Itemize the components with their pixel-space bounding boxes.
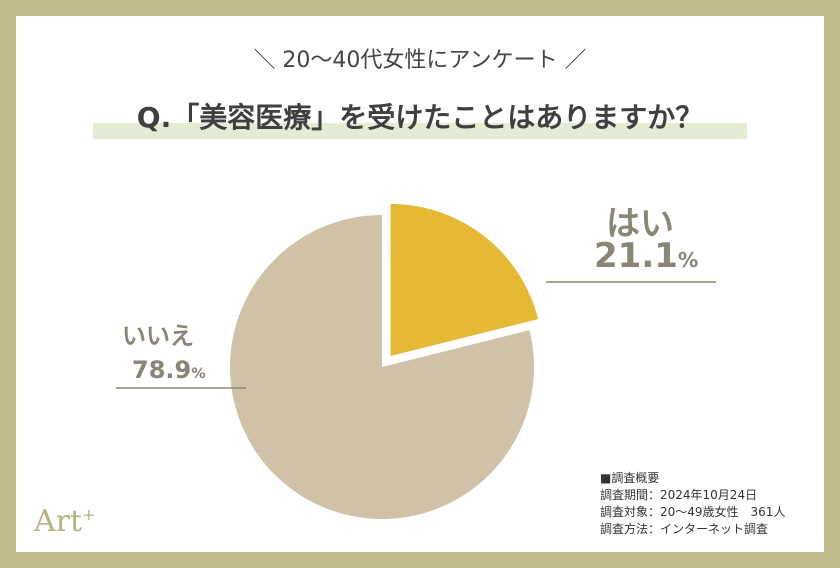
question-title: Q.「美容医療」を受けたことはありますか？ (136, 101, 704, 134)
summary-period: 調査期間：2024年10月24日 (600, 488, 758, 502)
summary-method: 調査方法：インターネット調査 (600, 522, 769, 536)
art-logo: Art+ (34, 504, 96, 539)
question-highlight (93, 123, 747, 139)
survey-subtitle: ＼ 20〜40代女性にアンケート ／ (253, 48, 587, 73)
slice-label-no: いいえ (122, 322, 194, 350)
slice-pct-yes: 21.1% (594, 236, 699, 276)
pie-slice-no (230, 215, 534, 519)
pie-slice-yes (390, 203, 539, 356)
summary-target: 調査対象：20〜49歳女性 361人 (600, 505, 786, 519)
summary-heading: ■調査概要 (600, 471, 660, 485)
survey-summary: ■調査概要 調査期間：2024年10月24日 調査対象：20〜49歳女性 361… (600, 470, 785, 538)
slice-label-yes: はい (606, 204, 674, 244)
slice-pct-no: 78.9% (132, 356, 206, 384)
